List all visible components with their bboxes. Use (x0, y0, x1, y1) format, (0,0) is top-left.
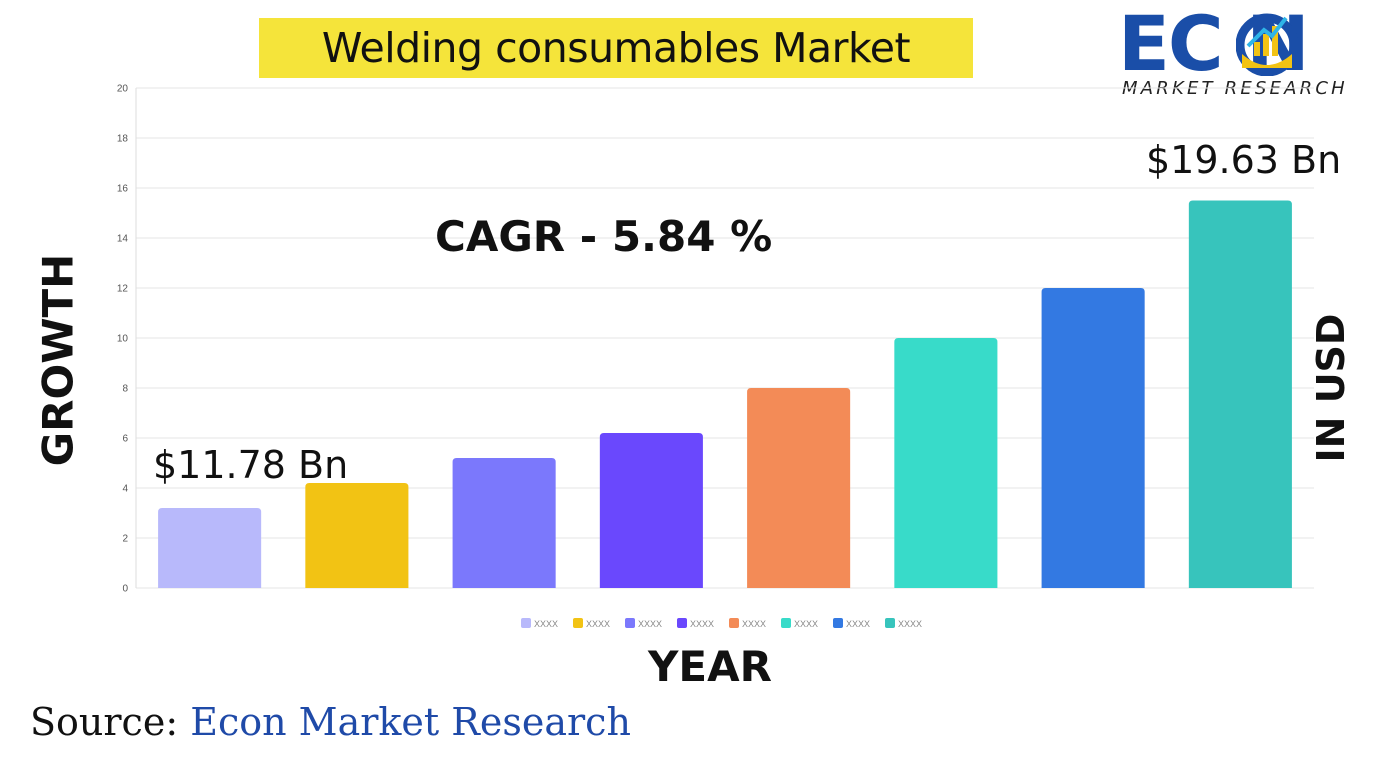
y-tick-label: 12 (117, 284, 129, 295)
legend-label: XXXX (638, 619, 662, 629)
legend-swatch (677, 618, 687, 628)
y-tick-label: 6 (122, 434, 128, 445)
legend-label: XXXX (794, 619, 818, 629)
x-axis-label: YEAR (648, 642, 772, 691)
bar (747, 388, 851, 588)
end-value-annotation: $19.63 Bn (1146, 138, 1342, 182)
bar (452, 458, 556, 588)
bar (599, 433, 703, 588)
legend-label: XXXX (586, 619, 610, 629)
y-tick-label: 10 (117, 334, 129, 345)
y-tick-label: 8 (122, 384, 128, 395)
chart-title: Welding consumables Market (321, 24, 911, 72)
start-value-annotation: $11.78 Bn (153, 443, 349, 487)
y-axis-label-right: IN USD (1309, 313, 1353, 463)
legend-swatch (625, 618, 635, 628)
chart-title-banner: Welding consumables Market (259, 18, 973, 78)
source-line: Source: Econ Market Research (30, 700, 631, 744)
legend-label: XXXX (742, 619, 766, 629)
y-tick-labels: 0 2 4 6 8 10 12 14 16 18 20 (117, 84, 129, 595)
source-value: Econ Market Research (190, 700, 631, 744)
y-tick-label: 0 (122, 584, 128, 595)
logo-o-chart-icon (1236, 13, 1298, 76)
legend: XXXX XXXX XXXX XXXX XXXX XXXX XXXX XXXX (521, 618, 922, 629)
bar (158, 508, 262, 588)
y-tick-label: 16 (117, 184, 129, 195)
legend-swatch (729, 618, 739, 628)
y-tick-label: 4 (122, 484, 128, 495)
bars (158, 200, 1292, 588)
legend-label: XXXX (846, 619, 870, 629)
legend-label: XXXX (898, 619, 922, 629)
legend-label: XXXX (534, 619, 558, 629)
bar (305, 483, 409, 588)
y-tick-label: 2 (122, 534, 128, 545)
bar (1188, 200, 1292, 588)
y-tick-label: 14 (117, 234, 129, 245)
source-label: Source: (30, 700, 179, 744)
cagr-annotation: CAGR - 5.84 % (435, 212, 773, 261)
legend-swatch (833, 618, 843, 628)
y-axis-label: GROWTH (33, 253, 83, 467)
bar (894, 338, 998, 588)
bar (1041, 288, 1145, 588)
y-tick-label: 18 (117, 134, 129, 145)
legend-label: XXXX (690, 619, 714, 629)
legend-swatch (573, 618, 583, 628)
legend-swatch (885, 618, 895, 628)
legend-swatch (781, 618, 791, 628)
legend-swatch (521, 618, 531, 628)
y-tick-label: 20 (117, 84, 129, 95)
